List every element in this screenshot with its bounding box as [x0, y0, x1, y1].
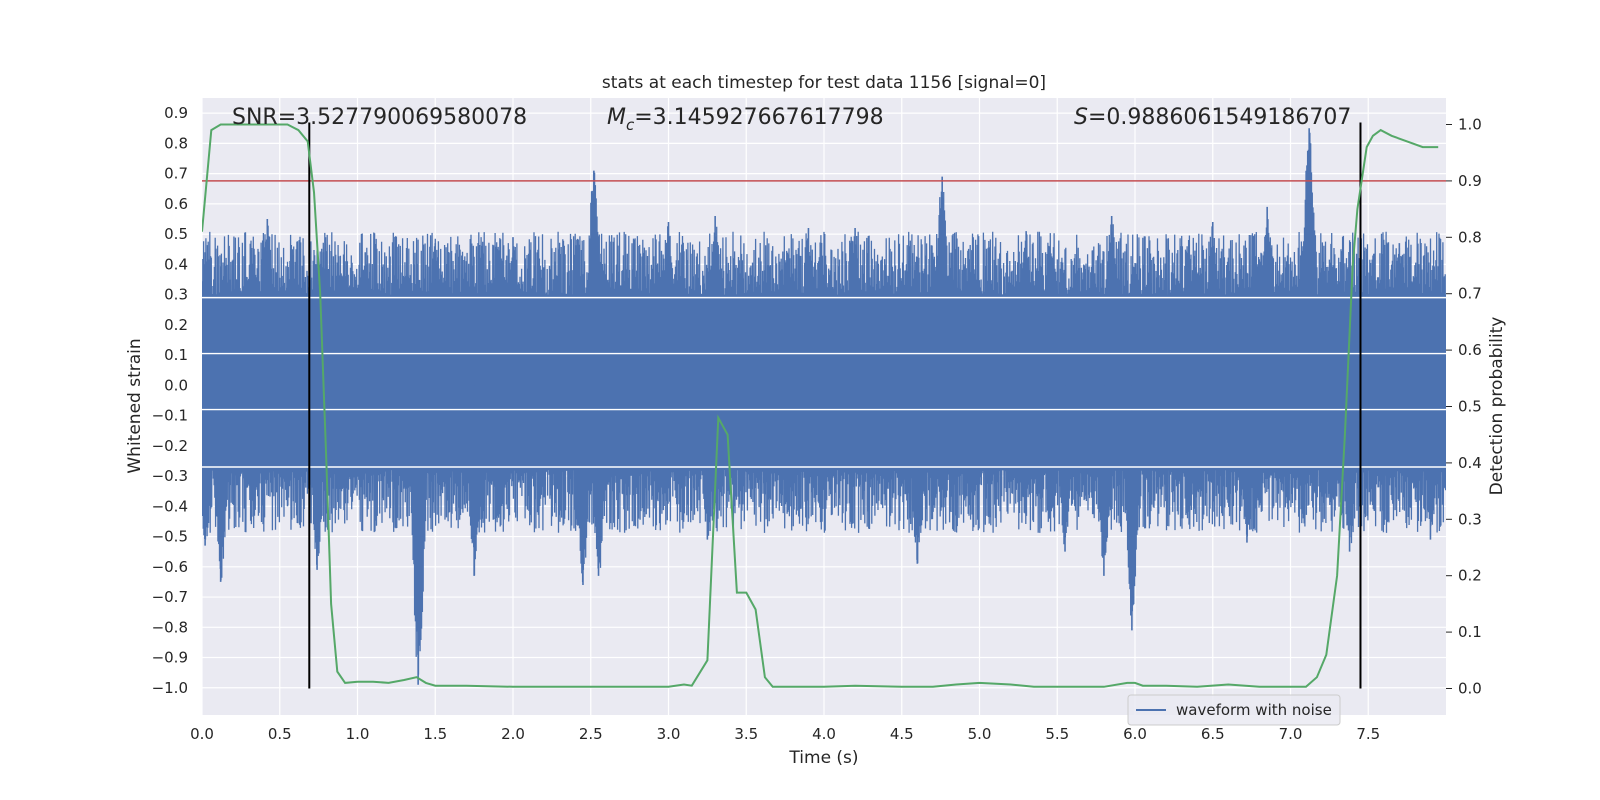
y-tick-label: −0.5: [152, 528, 188, 546]
chirp-mass-subscript: c: [626, 116, 635, 134]
y2-axis-label: Detection probability: [1487, 317, 1507, 496]
y-tick-label: −0.4: [152, 497, 188, 515]
y2-tick-label: 0.5: [1458, 398, 1482, 416]
x-tick-label: 1.5: [423, 725, 447, 743]
y-tick-label: 0.0: [164, 376, 188, 394]
x-tick-label: 5.5: [1045, 725, 1069, 743]
y-tick-label: 0.9: [164, 104, 188, 122]
x-axis-label: Time (s): [788, 748, 858, 768]
y-tick-label: −0.9: [152, 649, 188, 667]
y-tick-label: 0.1: [164, 346, 188, 364]
y-tick-label: 0.7: [164, 165, 188, 183]
s-value: =0.9886061549186707: [1088, 105, 1351, 130]
legend: waveform with noise: [1127, 694, 1341, 726]
y-tick-label: 0.8: [164, 134, 188, 152]
y2-tick-label: 0.9: [1458, 172, 1482, 190]
y-tick-label: −0.3: [152, 467, 188, 485]
y2-tick-label: 0.8: [1458, 228, 1482, 246]
y-tick-label: −1.0: [152, 679, 188, 697]
s-annotation: S=0.9886061549186707: [1074, 105, 1351, 130]
y-tick-label: 0.2: [164, 316, 188, 334]
x-tick-labels: 0.0 0.5 1.0 1.5 2.0 2.5 3.0 3.5 4.0 4.5 5.0 5.5 6.0 6…: [190, 725, 1380, 743]
chirp-mass-annotation: Mc=3.145927667617798: [607, 105, 884, 134]
x-tick-label: 4.5: [890, 725, 914, 743]
x-tick-label: 2.0: [501, 725, 525, 743]
x-tick-label: 1.0: [346, 725, 370, 743]
legend-box: [1127, 694, 1341, 726]
x-tick-label: 7.5: [1356, 725, 1380, 743]
waveform-series: [202, 128, 1446, 685]
chart-title: stats at each timestep for test data 115…: [602, 73, 1046, 93]
y-tick-label: −0.2: [152, 437, 188, 455]
x-tick-label: 4.0: [812, 725, 836, 743]
x-tick-label: 5.0: [968, 725, 992, 743]
x-tick-label: 7.0: [1279, 725, 1303, 743]
chirp-mass-symbol: M: [607, 105, 626, 130]
waveform-core-band: [202, 294, 1446, 471]
x-tick-label: 3.0: [657, 725, 681, 743]
y2-tick-label: 0.0: [1458, 679, 1482, 697]
y-tick-label: −0.6: [152, 558, 188, 576]
y-tick-label: −0.7: [152, 588, 188, 606]
overlay-lines: [202, 122, 1446, 689]
y-tick-label: −0.8: [152, 618, 188, 636]
y-tick-labels: 0.9 0.8 0.7 0.6 0.5 0.4 0.3 0.2 0.1 0.0 −0.1 −0.2 −0…: [152, 104, 188, 697]
x-tick-label: 2.5: [579, 725, 603, 743]
x-tick-label: 0.0: [190, 725, 214, 743]
y2-tick-label: 0.3: [1458, 510, 1482, 528]
y-tick-label: 0.4: [164, 255, 188, 273]
y2-tick-label: 0.7: [1458, 285, 1482, 303]
s-symbol: S: [1074, 105, 1088, 130]
y2-tick-label: 0.2: [1458, 567, 1482, 585]
y2-tick-label: 0.4: [1458, 454, 1482, 472]
y-tick-label: 0.5: [164, 225, 188, 243]
y2-tick-label: 0.1: [1458, 623, 1482, 641]
chirp-mass-value: =3.145927667617798: [634, 105, 883, 130]
band-lines: [202, 296, 1446, 468]
x-tick-label: 6.0: [1123, 725, 1147, 743]
y2-tick-label: 0.6: [1458, 341, 1482, 359]
legend-entry: waveform with noise: [1176, 701, 1332, 719]
y2-tick-labels: 1.0 0.9 0.8 0.7 0.6 0.5 0.4 0.3 0.2 0.1 0.0: [1446, 116, 1482, 697]
y2-tick-label: 1.0: [1458, 116, 1482, 134]
y-tick-label: 0.6: [164, 195, 188, 213]
probability-series: [202, 123, 1439, 688]
x-tick-label: 0.5: [268, 725, 292, 743]
detection-probability-line: [202, 123, 1439, 688]
y-axis-label: Whitened strain: [125, 338, 145, 473]
x-tick-label: 6.5: [1201, 725, 1225, 743]
y-tick-label: −0.1: [152, 407, 188, 425]
x-tick-label: 3.5: [734, 725, 758, 743]
snr-annotation: SNR=3.527790069580078: [232, 105, 527, 130]
y-tick-label: 0.3: [164, 286, 188, 304]
